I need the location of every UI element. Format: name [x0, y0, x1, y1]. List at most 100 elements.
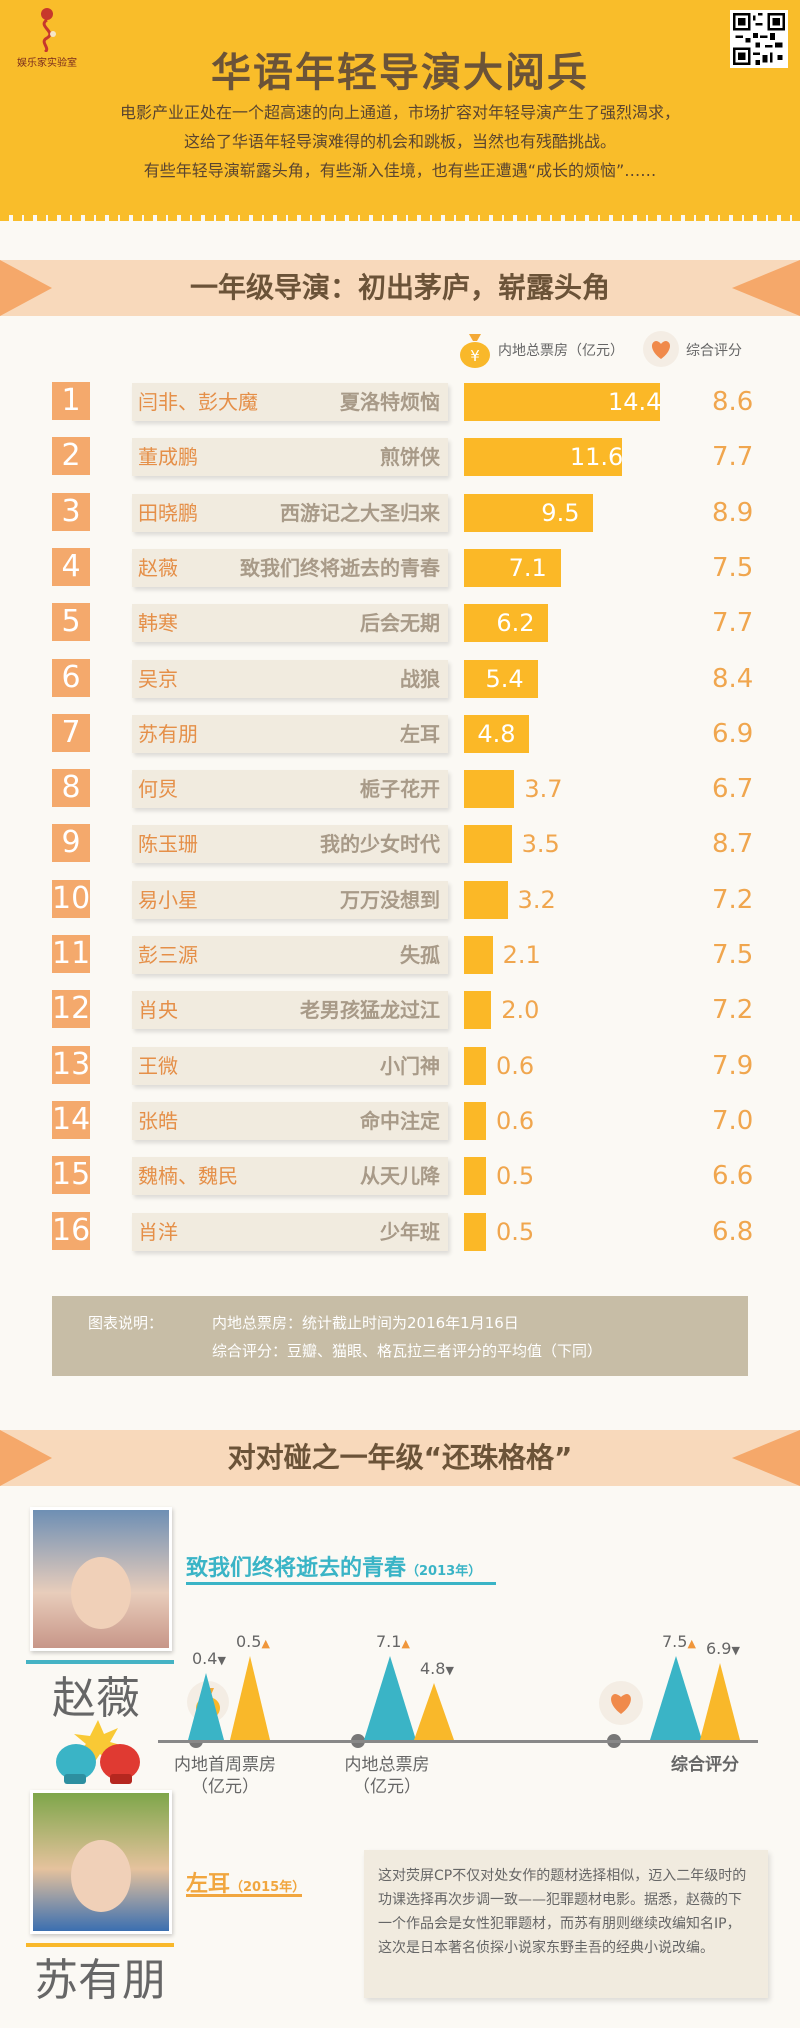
boxing-gloves-icon	[56, 1720, 140, 1784]
axis-label-unit: （亿元）	[191, 1777, 259, 1797]
box-office-bar	[464, 1212, 486, 1251]
film-name: 后会无期	[360, 611, 440, 636]
person2-triangle	[700, 1663, 740, 1740]
rank-badge: 8	[52, 769, 90, 808]
director-card: 苏有朋 左耳	[132, 714, 448, 753]
director-name: 魏楠、魏民	[138, 1164, 238, 1189]
person1-name: 赵薇	[52, 1673, 140, 1724]
director-name: 彭三源	[138, 943, 198, 967]
rank-badge: 13	[52, 1045, 91, 1084]
director-card: 陈玉珊 我的少女时代	[132, 825, 448, 864]
rank-badge: 3	[52, 492, 90, 531]
ranking-row: 7 苏有朋 左耳 4.8 6.9	[0, 712, 800, 756]
intro-line: 电影产业正处在一个超高速的向上通道，市场扩容对年轻导演产生了强烈渴求，	[119, 103, 680, 122]
person2-name: 苏有朋	[34, 1955, 166, 2006]
triangle-value: 0.4▼	[192, 1649, 226, 1668]
box-office-bar	[464, 936, 493, 974]
director-name: 何炅	[138, 777, 178, 802]
director-name: 韩寒	[138, 611, 178, 636]
director-name: 田晓鹏	[138, 500, 198, 525]
brand-logo: 娱乐家实验室	[12, 6, 82, 69]
compare-axis	[158, 1740, 758, 1743]
box-office-value: 0.6	[496, 1106, 535, 1135]
person1-triangle	[188, 1673, 224, 1740]
box-office-value: 4.8	[477, 719, 516, 748]
portrait-face	[71, 1839, 131, 1912]
axis-label: 综合评分	[640, 1754, 770, 1776]
rank-badge: 2	[52, 437, 90, 476]
box-office-value: 3.5	[521, 830, 560, 859]
ranking-row: 6 吴京 战狼 5.4 8.4	[0, 657, 800, 701]
film-name: 西游记之大圣归来	[280, 500, 440, 525]
rank-badge: 14	[52, 1100, 91, 1139]
score-value: 7.9	[712, 1050, 754, 1081]
film-name: 失孤	[400, 943, 440, 967]
director-name: 董成鹏	[138, 445, 198, 470]
rank-badge: 7	[52, 713, 90, 752]
film-year: （2015年）	[230, 1880, 306, 1895]
box-office-bar	[464, 714, 530, 753]
director-card: 何炅 栀子花开	[132, 770, 448, 809]
value-text: 0.4	[192, 1649, 218, 1668]
note-line: 内地总票房：统计截止时间为2016年1月16日	[212, 1314, 519, 1332]
film-name: 左耳	[186, 1872, 231, 1897]
rank-badge: 5	[52, 603, 90, 642]
box-office-bar	[464, 825, 512, 864]
director-card: 王微 小门神	[132, 1046, 448, 1085]
triangle-value: 7.1▲	[376, 1632, 410, 1651]
banner-right-arrow	[732, 260, 800, 316]
person1-film: 致我们终将逝去的青春（2013年）	[186, 1550, 481, 1582]
page-title: 华语年轻导演大阅兵	[211, 50, 589, 96]
svg-text:¥: ¥	[470, 347, 480, 365]
score-value: 7.5	[712, 940, 754, 970]
film-underline	[186, 1582, 496, 1585]
ranking-row: 3 田晓鹏 西游记之大圣归来 9.5 8.9	[0, 491, 800, 535]
rank-badge: 15	[52, 1156, 91, 1195]
axis-label: 内地首周票房 （亿元）	[160, 1754, 290, 1798]
ranking-row: 1 闫非、彭大魔 夏洛特烦恼 14.4 8.6	[0, 380, 800, 424]
section2-title: 对对碰之一年级“还珠格格”	[227, 1441, 573, 1474]
name-underline	[26, 1660, 174, 1664]
box-office-value: 0.6	[496, 1051, 535, 1080]
rank-badge: 1	[52, 382, 90, 420]
director-name: 肖洋	[138, 1219, 178, 1244]
person2-triangle	[230, 1656, 270, 1740]
triangle-value: 7.5▲	[662, 1632, 696, 1651]
down-arrow-icon: ▼	[217, 1654, 226, 1667]
director-card: 张皓 命中注定	[132, 1101, 448, 1140]
director-card: 魏楠、魏民 从天儿降	[132, 1157, 448, 1196]
description-box: 这对荧屏CP不仅对处女作的题材选择相似，迈入二年级时的功课选择再次步调一致——犯…	[364, 1850, 768, 1998]
film-name: 栀子花开	[360, 777, 440, 802]
ranking-row: 12 肖央 老男孩猛龙过江 2.0 7.2	[0, 988, 800, 1032]
score-value: 6.8	[712, 1216, 754, 1247]
film-name: 小门神	[380, 1053, 440, 1078]
box-office-value: 3.7	[524, 775, 563, 804]
heart-icon	[643, 331, 679, 367]
director-card: 彭三源 失孤	[132, 936, 448, 974]
director-name: 易小星	[138, 887, 198, 912]
score-value: 6.7	[712, 774, 754, 805]
rank-badge: 9	[52, 824, 90, 863]
director-card: 韩寒 后会无期	[132, 604, 448, 643]
score-value: 8.7	[712, 829, 754, 860]
score-value: 6.9	[712, 718, 754, 749]
box-office-value: 2.0	[501, 996, 540, 1025]
portrait-face	[71, 1556, 131, 1629]
director-card: 肖央 老男孩猛龙过江	[132, 991, 448, 1030]
value-text: 0.5	[236, 1632, 262, 1651]
chart-legend: ¥ 内地总票房（亿元） 综合评分	[458, 326, 778, 370]
box-office-bar	[464, 438, 622, 477]
value-text: 6.9	[706, 1639, 732, 1658]
person1-triangle	[364, 1656, 416, 1740]
film-name: 战狼	[400, 666, 440, 691]
director-name: 吴京	[138, 666, 178, 691]
director-card: 闫非、彭大魔 夏洛特烦恼	[132, 383, 448, 421]
qr-code	[730, 10, 788, 68]
money-bag-icon: ¥	[460, 334, 490, 368]
film-name: 万万没想到	[340, 887, 440, 912]
score-value: 7.0	[712, 1105, 754, 1136]
heart-icon	[599, 1681, 643, 1725]
note-label: 图表说明：	[88, 1314, 164, 1332]
header-banner: 娱乐家实验室 华语年轻导演大阅兵 电影产业正处在一个超高速的向上通道，市场扩容对…	[0, 0, 800, 221]
logo-icon	[41, 8, 56, 52]
